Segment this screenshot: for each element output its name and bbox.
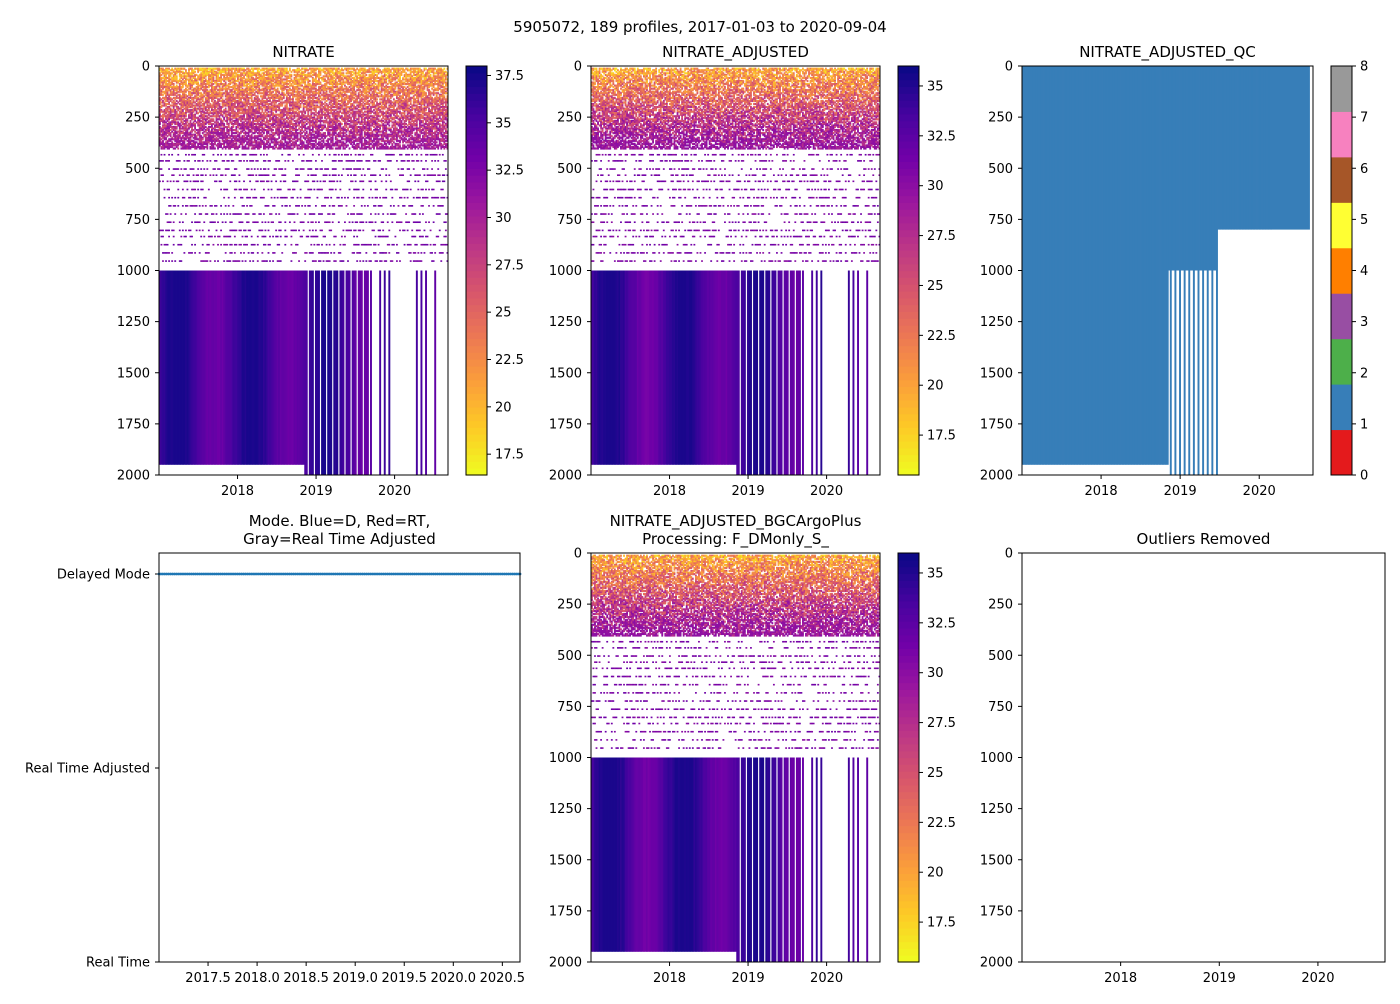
heatmap-cell	[307, 69, 309, 71]
heatmap-cells	[159, 68, 448, 475]
heatmap-cell	[381, 72, 383, 74]
heatmap-cell	[197, 71, 199, 73]
heatmap-cell	[342, 69, 344, 71]
figure: 5905072, 189 profiles, 2017-01-03 to 202…	[0, 0, 1400, 1000]
suptitle: 5905072, 189 profiles, 2017-01-03 to 202…	[513, 18, 886, 36]
heatmap-cell	[291, 71, 293, 73]
heatmap-cell	[394, 78, 396, 80]
panel-nitrate: 2018 2019 20200250500750100012501500175020…	[117, 43, 524, 499]
heatmap-cell	[208, 86, 210, 88]
